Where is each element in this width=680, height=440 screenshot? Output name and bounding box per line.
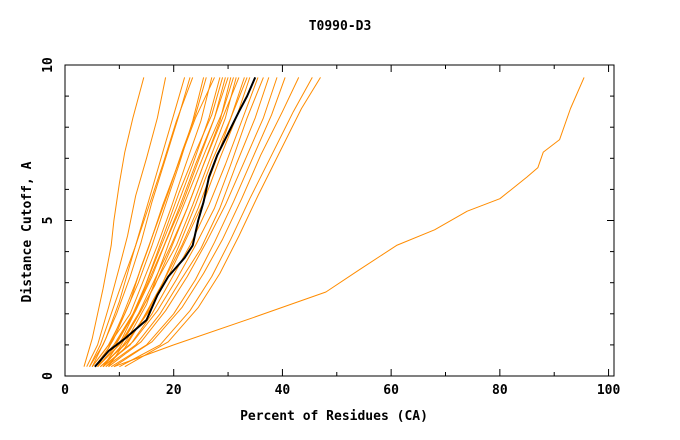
series-line-model-23 (108, 77, 234, 367)
series-line-model-20 (91, 77, 186, 367)
series-line-model-28 (105, 77, 248, 368)
y-axis-label: Distance Cutoff, A (20, 161, 35, 302)
x-tick-label-100: 100 (597, 383, 621, 398)
y-tick-label-5: 5 (41, 217, 56, 225)
series-line-model-26 (97, 77, 229, 368)
series-line-model-02 (86, 77, 167, 367)
x-tick-label-40: 40 (275, 383, 291, 398)
series-line-model-24 (89, 77, 194, 367)
series-line-model-14 (105, 77, 270, 368)
series-line-model-09 (97, 77, 237, 368)
series-line-model-05 (91, 77, 213, 368)
series-line-model-01 (83, 77, 145, 367)
series-line-model-17 (113, 77, 300, 368)
series-line-model-13 (102, 77, 264, 368)
series-line-model-16 (110, 77, 286, 368)
series-line-model-19 (124, 77, 321, 368)
y-tick-label-10: 10 (41, 57, 56, 73)
ticks-layer: 0 20 40 60 80 100 0 5 10 (41, 57, 620, 398)
series-line-model-22 (102, 77, 224, 367)
x-axis-label: Percent of Residues (CA) (240, 409, 428, 424)
series-line-model-11 (99, 77, 251, 368)
x-tick-label-20: 20 (166, 383, 182, 398)
series-line-highlight (94, 77, 257, 368)
x-tick-label-80: 80 (492, 383, 508, 398)
series-line-outlier (113, 77, 585, 368)
series-line-model-15 (108, 77, 278, 368)
series-line-model-18 (119, 77, 313, 368)
series-line-model-25 (94, 77, 215, 367)
series-layer (83, 77, 585, 368)
x-tick-label-60: 60 (383, 383, 399, 398)
chart-title: T0990-D3 (309, 19, 372, 34)
series-line-model-12 (102, 77, 259, 368)
series-line-model-08 (97, 77, 232, 368)
y-tick-label-0: 0 (41, 372, 56, 380)
x-tick-label-0: 0 (61, 383, 69, 398)
